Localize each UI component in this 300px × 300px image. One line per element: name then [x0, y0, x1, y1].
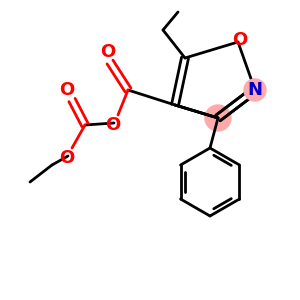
- Text: O: O: [232, 31, 247, 49]
- Text: N: N: [248, 81, 262, 99]
- Circle shape: [244, 79, 266, 101]
- Text: O: O: [100, 43, 116, 61]
- Text: O: O: [59, 149, 75, 167]
- Text: O: O: [105, 116, 121, 134]
- Circle shape: [205, 105, 231, 131]
- Text: O: O: [59, 81, 75, 99]
